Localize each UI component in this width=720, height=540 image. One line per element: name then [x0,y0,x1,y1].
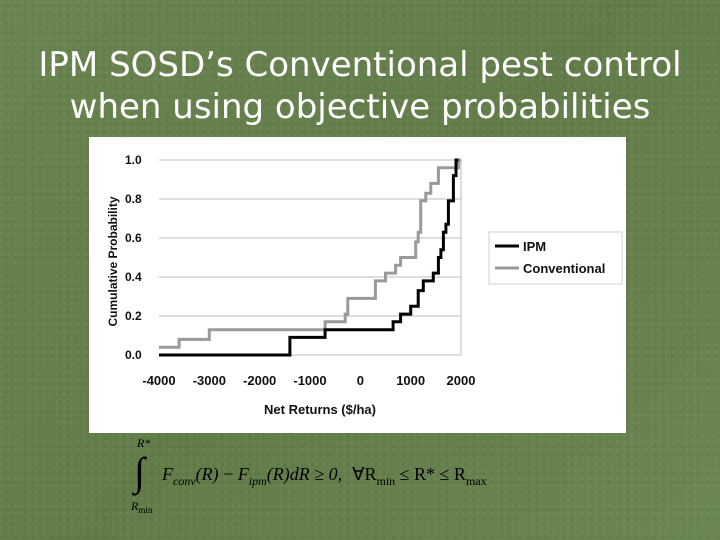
x-tick-label: -4000 [142,373,175,388]
y-tick-label: 0.0 [125,348,142,362]
series-line-conventional [159,158,461,349]
legend-label-conventional: Conventional [523,261,605,276]
y-tick-label: 0.6 [125,231,142,245]
integral-lower-limit: Rmin [130,499,153,514]
sosd-formula: R* ∫ Rmin Fconv(R) − Fipm(R)dR ≥ 0, ∀Rmin… [122,434,612,514]
slide-title: IPM SOSD’s Conventional pest control whe… [0,44,720,128]
legend-label-ipm: IPM [523,239,546,254]
formula-expression: Fconv(R) − Fipm(R)dR ≥ 0, ∀Rmin ≤ R* ≤ Rm… [161,464,487,488]
x-tick-label: -3000 [193,373,226,388]
x-tick-label: -1000 [293,373,326,388]
y-tick-label: 0.4 [125,270,142,284]
chart-panel: 0.0 0.2 0.4 0.6 0.8 1.0 -4000 -3000 -2000 -1000 0 1… [89,137,626,433]
x-tick-label: 0 [357,373,364,388]
slide-title-line-2: when using objective probabilities [69,87,651,127]
x-tick-label: 1000 [396,373,425,388]
series-line-ipm [159,158,459,357]
integral-upper-limit: R* [136,436,150,450]
formula-svg: R* ∫ Rmin Fconv(R) − Fipm(R)dR ≥ 0, ∀Rmin… [130,436,487,514]
y-axis-label: Cumulative Probability [106,196,120,326]
slide-title-line-1: IPM SOSD’s Conventional pest control [38,45,682,85]
cumulative-probability-chart: 0.0 0.2 0.4 0.6 0.8 1.0 -4000 -3000 -2000 -1000 0 1… [106,153,623,417]
x-axis-label: Net Returns ($/ha) [264,402,376,417]
y-tick-label: 0.8 [125,192,142,206]
y-tick-label: 0.2 [125,309,142,323]
x-tick-label: -2000 [243,373,276,388]
x-tick-label: 2000 [447,373,476,388]
integral-sign: ∫ [131,449,148,496]
legend-box [488,231,623,285]
y-tick-label: 1.0 [125,153,142,167]
